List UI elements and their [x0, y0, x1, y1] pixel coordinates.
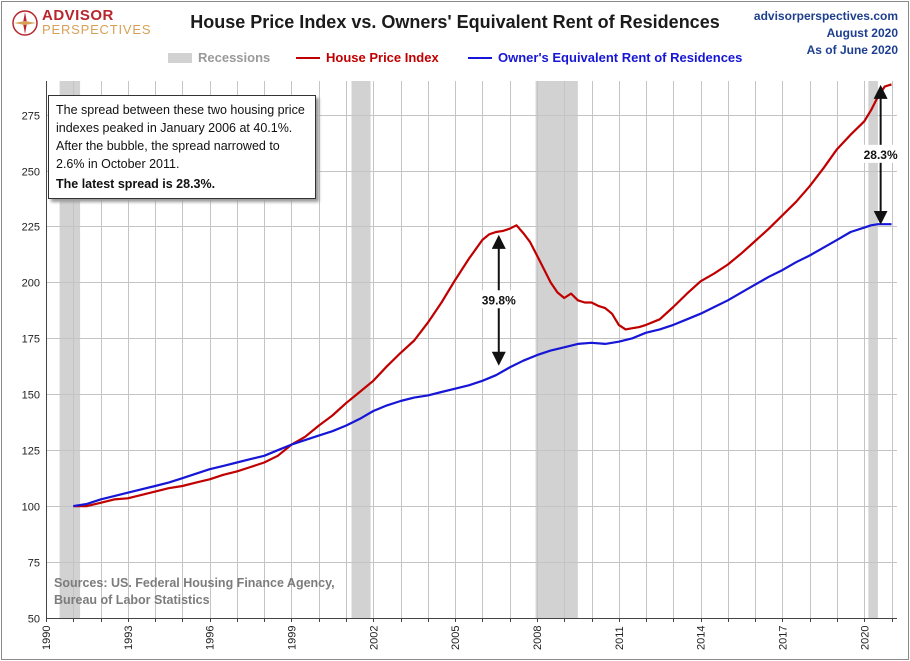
x-tick-label: 1999 — [286, 626, 298, 650]
x-tick-label: 1996 — [205, 626, 217, 650]
logo-wordmark-top: ADVISOR — [42, 7, 114, 24]
spread-label-bg — [858, 144, 903, 163]
source-meta: advisorperspectives.com August 2020 As o… — [754, 8, 898, 59]
legend-label-hpi: House Price Index — [326, 50, 439, 65]
legend-hpi: House Price Index — [296, 50, 439, 65]
x-tick-label: 2002 — [368, 626, 380, 650]
y-tick-label: 75 — [28, 558, 40, 570]
legend: Recessions House Price Index Owner's Equ… — [0, 50, 910, 68]
oer-series-line — [73, 223, 892, 508]
x-tick-label: 1990 — [41, 626, 53, 650]
x-tick-label: 2017 — [777, 626, 789, 650]
logo: ADVISOR PERSPECTIVES — [12, 7, 150, 38]
y-tick-label: 50 — [28, 614, 40, 626]
spread-label: 39.8% — [482, 293, 516, 307]
spread-note-latest: The latest spread is 28.3%. — [56, 177, 216, 191]
spread-label: 28.3% — [864, 148, 898, 162]
chart-title: House Price Index vs. Owners' Equivalent… — [190, 12, 720, 32]
y-tick-label: 175 — [22, 334, 40, 346]
legend-recessions: Recessions — [168, 50, 270, 65]
publish-date: August 2020 — [826, 26, 898, 40]
legend-label-oer: Owner's Equivalent Rent of Residences — [498, 50, 743, 65]
y-tick-label: 200 — [22, 278, 40, 290]
compass-icon — [12, 10, 38, 36]
x-tick-label: 1993 — [123, 626, 135, 650]
spread-label-bg — [476, 290, 521, 309]
hpi-series-line — [73, 83, 892, 508]
x-tick-label: 2005 — [450, 626, 462, 650]
x-tick-label: 2014 — [696, 626, 708, 650]
as-of-date: As of June 2020 — [806, 43, 898, 57]
legend-oer: Owner's Equivalent Rent of Residences — [468, 50, 742, 65]
y-tick-label: 125 — [22, 446, 40, 458]
site-name: advisorperspectives.com — [753, 9, 898, 23]
logo-wordmark-bottom: PERSPECTIVES — [42, 22, 152, 37]
spread-note: The spread between these two housing pri… — [48, 95, 316, 199]
legend-swatch-oer — [468, 56, 492, 59]
sources: Sources: US. Federal Housing Finance Age… — [54, 575, 335, 609]
x-tick-label: 2008 — [532, 626, 544, 650]
spread-note-text: The spread between these two housing pri… — [56, 103, 305, 171]
legend-label-recessions: Recessions — [198, 50, 271, 65]
recession-band — [59, 81, 81, 618]
x-tick-label: 2011 — [614, 626, 626, 650]
y-tick-label: 225 — [22, 222, 40, 234]
legend-swatch-hpi — [296, 56, 320, 59]
recession-band — [868, 81, 878, 618]
y-tick-label: 275 — [22, 111, 40, 123]
y-tick-label: 150 — [22, 390, 40, 402]
y-tick-label: 100 — [22, 502, 40, 514]
x-tick-label: 2020 — [859, 626, 871, 650]
legend-swatch-recessions — [168, 52, 192, 63]
sources-line-1: Sources: US. Federal Housing Finance Age… — [54, 576, 335, 590]
sources-line-2: Bureau of Labor Statistics — [54, 593, 210, 607]
recession-band — [351, 81, 371, 618]
y-tick-label: 250 — [22, 167, 40, 179]
